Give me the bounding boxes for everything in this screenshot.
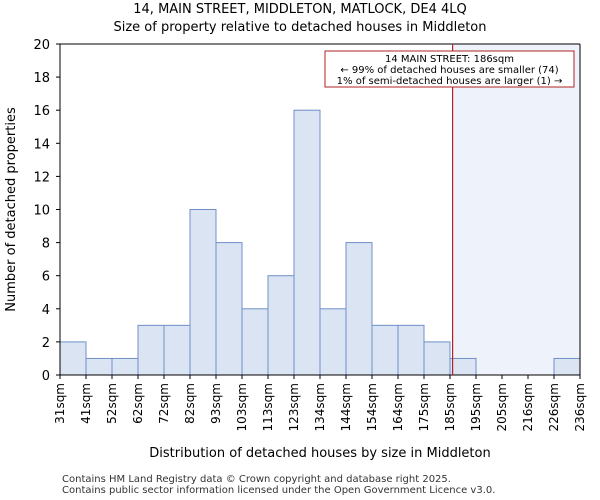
x-tick-label: 123sqm <box>287 383 301 431</box>
histogram-bar <box>85 357 113 376</box>
histogram-bar <box>189 209 217 376</box>
histogram-bar <box>553 357 581 376</box>
x-tick-label: 216sqm <box>521 383 535 431</box>
y-tick-label: 4 <box>42 303 50 318</box>
histogram-bar <box>163 324 191 376</box>
y-tick-label: 10 <box>33 204 50 219</box>
x-tick-label: 31sqm <box>53 383 67 424</box>
x-axis-title: Distribution of detached houses by size … <box>149 446 490 461</box>
y-axis-title: Number of detached properties <box>4 107 19 312</box>
histogram-bar <box>449 357 477 376</box>
annotation-smaller: ← 99% of detached houses are smaller (74… <box>340 65 558 76</box>
x-tick-label: 134sqm <box>313 383 327 431</box>
x-tick-label: 195sqm <box>469 383 483 431</box>
x-tick-label: 226sqm <box>547 383 561 431</box>
histogram-bar <box>293 109 321 376</box>
x-tick-label: 41sqm <box>79 383 93 424</box>
x-tick-label: 154sqm <box>365 383 379 431</box>
x-tick-label: 113sqm <box>261 383 275 431</box>
y-tick-label: 14 <box>33 137 50 152</box>
histogram-bar <box>423 341 451 376</box>
y-tick-label: 12 <box>33 170 50 185</box>
x-tick-label: 103sqm <box>235 383 249 431</box>
histogram-bar <box>241 308 269 376</box>
x-tick-label: 82sqm <box>183 383 197 424</box>
histogram-bar <box>215 242 243 376</box>
x-tick-label: 62sqm <box>131 383 145 424</box>
y-tick-label: 18 <box>33 71 50 86</box>
histogram-bar <box>111 357 139 376</box>
histogram-bar <box>319 308 347 376</box>
x-tick-label: 52sqm <box>105 383 119 424</box>
histogram-bar <box>59 341 87 376</box>
histogram-bar <box>345 242 373 376</box>
chart-title-address: 14, MAIN STREET, MIDDLETON, MATLOCK, DE4… <box>133 2 467 17</box>
histogram-bar <box>397 324 425 376</box>
annotation-larger: 1% of semi-detached houses are larger (1… <box>337 76 563 87</box>
x-tick-label: 175sqm <box>417 383 431 431</box>
y-tick-label: 16 <box>33 104 50 119</box>
histogram-bar <box>371 324 399 376</box>
y-tick-label: 20 <box>33 38 50 53</box>
annotation-box <box>324 50 575 88</box>
larger-region-highlight <box>452 44 580 375</box>
x-tick-label: 164sqm <box>391 383 405 431</box>
chart-title-subtitle: Size of property relative to detached ho… <box>113 20 487 35</box>
x-tick-label: 144sqm <box>339 383 353 431</box>
y-tick-label: 6 <box>42 270 50 285</box>
histogram-bar <box>137 324 165 376</box>
histogram-bar <box>267 275 295 376</box>
y-tick-label: 8 <box>42 237 50 252</box>
x-tick-label: 236sqm <box>573 383 587 431</box>
y-tick-label: 0 <box>42 369 50 384</box>
x-tick-label: 185sqm <box>443 383 457 431</box>
footer-copyright: Contains HM Land Registry data © Crown c… <box>62 474 451 485</box>
x-tick-label: 93sqm <box>209 383 223 424</box>
annotation-title: 14 MAIN STREET: 186sqm <box>385 54 514 65</box>
footer-licence: Contains public sector information licen… <box>62 485 496 496</box>
x-tick-label: 72sqm <box>157 383 171 424</box>
y-tick-label: 2 <box>42 336 50 351</box>
x-tick-label: 205sqm <box>495 383 509 431</box>
